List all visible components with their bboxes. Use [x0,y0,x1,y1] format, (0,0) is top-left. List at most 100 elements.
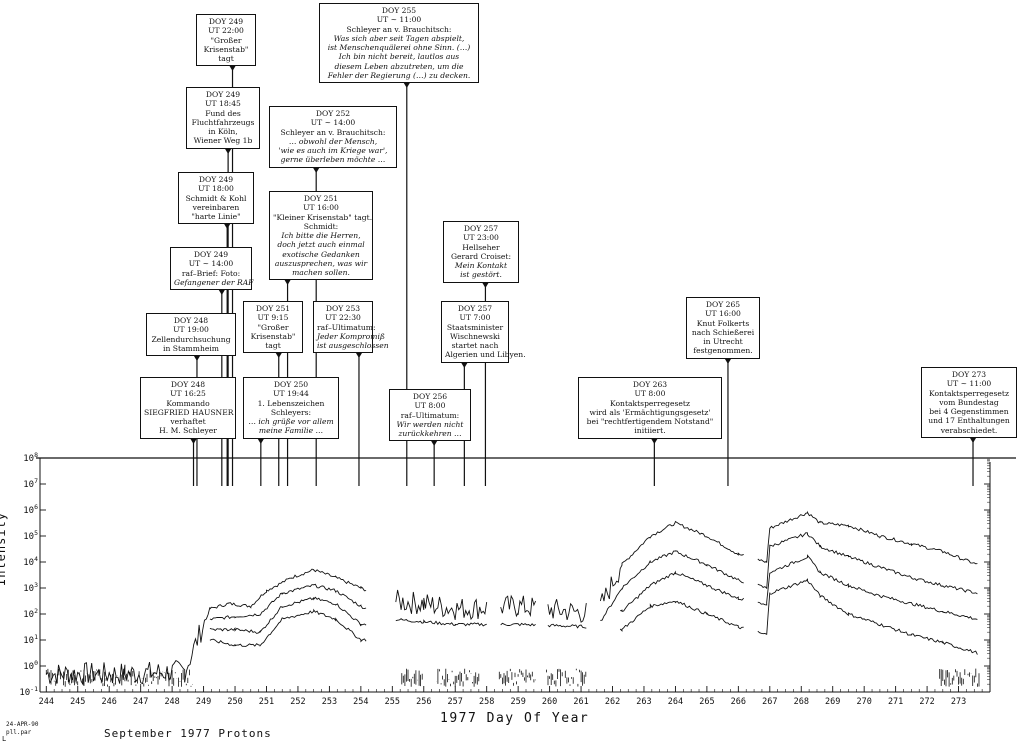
event-text-line: Krisenstab" [203,44,249,54]
x-tick-label: 256 [416,697,431,707]
event-marker-arrow [257,439,264,444]
x-tick-label: 258 [479,697,494,707]
event-text-line: vom Bundestag [939,397,999,407]
background-counts-band [45,668,980,687]
event-text-line: UT 18:45 [205,99,241,109]
event-marker-arrow [355,353,362,358]
event-text-line: auszusprechen, was wir [274,258,368,268]
event-text-line: DOY 249 [193,250,229,259]
event-text-line: bei 4 Gegenstimmen [929,407,1009,416]
x-tick-label: 269 [825,697,840,707]
event-text-line: meine Familie … [258,426,324,436]
event-text-line: UT 16:00 [303,203,339,213]
x-tick-label: 268 [794,697,809,707]
y-tick-label: 105 [23,529,38,542]
x-tick-label: 244 [39,697,54,707]
event-text-line: Ich bin nicht bereit, lautlos aus [338,52,460,62]
event-text-line: Zellendurchsuchung [151,334,231,344]
event-text-line: H. M. Schleyer [159,426,217,436]
x-tick-label: 273 [951,697,966,707]
event-marker-arrow [431,441,438,446]
event-text-line: Fluchtfahrzeugs [191,117,255,127]
x-tick-label: 257 [448,697,463,707]
event-text-line: DOY 263 [632,380,668,389]
x-tick-label: 272 [919,697,934,707]
event-text-line: DOY 248 [170,380,206,389]
x-tick-label: 246 [102,697,117,707]
event-text-line: verabschiedet. [940,425,998,435]
event-marker-arrow [275,353,282,358]
event-text-line: DOY 249 [205,90,241,99]
event-marker-arrow [313,168,320,173]
event-marker-arrow [218,290,225,295]
event-text-line: DOY 253 [325,304,361,313]
event-text-line: DOY 248 [173,316,209,325]
event-text-line: ist Menschenquälerei ohne Sinn. (…) [327,43,471,52]
x-tick-label: 249 [196,697,211,707]
event-text-line: Wir werden nicht [396,419,464,429]
event-text-line: exotische Gedanken [282,249,360,259]
event-marker-arrow [461,363,468,368]
footer-corner-mark: L [2,735,7,743]
y-tick-label: 101 [23,633,38,646]
event-text-line: DOY 256 [412,392,448,401]
event-text-line: UT 8:00 [414,401,446,411]
event-text-line: Staatsminister [446,322,504,332]
series-line [45,510,978,686]
event-text-line: initiiert. [634,426,666,436]
event-text-line: UT ~ 11:00 [946,379,992,389]
event-box: DOY 251 UT 16:00 "Kleiner Krisenstab" tagt… [269,191,373,281]
event-text-line: Schleyer an v. Brauchitsch: [280,127,386,137]
event-text-line: Kontaktsperregesetz [929,388,1009,398]
event-text-line: machen sollen. [292,268,350,277]
event-text-line: DOY 251 [255,304,291,313]
event-marker-arrow [651,439,658,444]
event-text-line: ist ausgeschlossen [317,341,389,350]
event-text-line: UT ~ 14:00 [310,118,356,128]
event-box: DOY 249 UT 18:00 Schmidt & Kohl vereinbaren… [178,172,254,225]
event-text-line: gerne überleben möchte … [280,155,386,165]
event-text-line: ist gestört. [460,270,502,280]
event-text-line: Wischnewski [450,331,500,341]
event-text-line: DOY 251 [303,194,339,203]
event-text-line: vereinbaren [192,202,240,212]
event-marker-arrow [403,83,410,88]
x-tick-label: 260 [542,697,557,707]
y-tick-label: 107 [23,477,38,490]
x-tick-label: 264 [668,697,683,707]
event-marker-arrow [724,359,731,364]
x-tick-label: 271 [888,697,903,707]
event-text-line: festgenommen. [693,346,753,356]
event-text-line: DOY 257 [457,304,493,313]
event-text-line: "Kleiner Krisenstab" tagt. [273,212,373,222]
footer-file: pll.par [6,729,32,736]
event-text-line: raf–Ultimatum: [317,322,376,332]
x-tick-label: 259 [510,697,525,707]
series-line [209,578,978,655]
event-text-line: wird als 'Ermächtigungsgesetz' [589,407,711,417]
event-marker-arrow [225,149,232,154]
event-text-line: Ich bitte die Herren, [281,231,361,240]
event-text-line: Kontaktsperregesetz [610,398,690,408]
event-box: DOY 249 UT ~ 14:00 raf–Brief: Foto: Gefange… [170,247,253,290]
event-text-line: DOY 255 [381,6,417,15]
event-text-line: Fehler der Regierung (…) zu decken. [327,70,471,80]
event-text-line: SIEGFRIED HAUSNER [144,407,234,417]
chart-title: September 1977 Protons [104,727,272,740]
event-text-line: Knut Folkerts [696,318,750,328]
event-text-line: UT 19:00 [173,325,209,335]
event-text-line: raf–Ultimatum: [400,410,460,420]
y-tick-label: 102 [23,607,38,620]
event-box: DOY 251 UT 9:15 "Großer Krisenstab" tagt [243,301,303,354]
event-box: DOY 257 UT 23:00 Hellseher Gerard Croiset: M… [443,221,519,283]
event-text-line: DOY 249 [198,175,234,184]
event-text-line: Fund des [205,108,241,118]
event-text-line: verhaftet [170,417,206,426]
event-text-line: UT ~ 14:00 [188,259,234,269]
event-text-line: DOY 273 [951,370,987,379]
event-text-line: zurückkehren … [398,429,462,438]
x-tick-label: 250 [227,697,242,707]
event-text-line: UT ~ 11:00 [376,15,422,25]
